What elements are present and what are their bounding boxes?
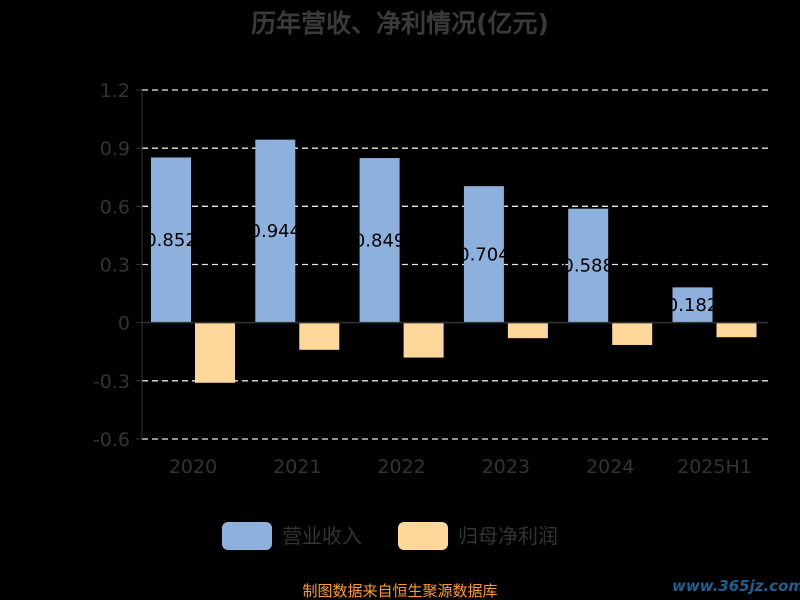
y-tick-label: -0.6 xyxy=(93,429,130,451)
legend-swatch-profit xyxy=(398,522,448,550)
data-label-revenue-2022: 0.849 xyxy=(354,230,406,251)
y-tick-label: 1.2 xyxy=(100,80,130,102)
bar-profit-2021[interactable] xyxy=(299,322,340,350)
x-tick-label: 2022 xyxy=(377,456,425,478)
x-tick-label: 2025H1 xyxy=(677,456,752,478)
x-tick-label: 2023 xyxy=(482,456,530,478)
data-label-revenue-2024: 0.588 xyxy=(562,256,614,277)
y-tick-label: 0 xyxy=(118,313,130,335)
data-label-revenue-2023: 0.704 xyxy=(458,244,510,265)
data-labels: 0.852 0.944 0.849 0.704 0.588 0.182 xyxy=(145,221,718,316)
legend-item-profit[interactable]: 归母净利润 xyxy=(398,522,558,550)
bar-profit-2022[interactable] xyxy=(403,322,444,358)
watermark: www.365jz.com xyxy=(672,577,800,595)
legend-label-profit: 归母净利润 xyxy=(458,524,558,548)
bar-profit-2023[interactable] xyxy=(507,322,548,339)
data-label-revenue-2021: 0.944 xyxy=(250,221,302,242)
y-tick-label: 0.3 xyxy=(100,255,130,277)
bar-revenue-2025H1[interactable] xyxy=(672,287,713,323)
chart-title: 历年营收、净利情况(亿元) xyxy=(251,9,549,38)
gridlines xyxy=(142,89,768,440)
bar-revenue-2022[interactable] xyxy=(359,158,400,323)
x-tick-label: 2024 xyxy=(586,456,634,478)
data-label-revenue-2025H1: 0.182 xyxy=(667,295,719,316)
bar-revenue-2024[interactable] xyxy=(568,208,609,323)
legend-item-revenue[interactable]: 营业收入 xyxy=(222,522,362,550)
bar-profit-2024[interactable] xyxy=(612,322,653,345)
legend-label-revenue: 营业收入 xyxy=(282,524,362,548)
data-label-revenue-2020: 0.852 xyxy=(145,230,197,251)
bar-profit-2025H1[interactable] xyxy=(716,322,757,338)
source-note: 制图数据来自恒生聚源数据库 xyxy=(302,582,497,600)
x-tick-label: 2021 xyxy=(273,456,321,478)
legend-swatch-revenue xyxy=(222,522,272,550)
bar-profit-2020[interactable] xyxy=(195,322,235,383)
y-tick-label: -0.3 xyxy=(93,371,130,393)
bar-revenue-2023[interactable] xyxy=(463,186,504,323)
y-tick-label: 0.9 xyxy=(100,138,130,160)
axes xyxy=(136,89,768,440)
y-tick-label: 0.6 xyxy=(100,196,130,218)
bar-revenue-2020[interactable] xyxy=(151,157,191,323)
x-tick-label: 2020 xyxy=(169,456,217,478)
x-axis-ticks: 2020 2021 2022 2023 2024 2025H1 xyxy=(169,456,752,478)
y-axis-ticks: 1.2 0.9 0.6 0.3 0 -0.3 -0.6 xyxy=(93,80,130,451)
bar-revenue-2021[interactable] xyxy=(255,139,296,323)
legend: 营业收入 归母净利润 xyxy=(222,522,558,550)
bars xyxy=(151,139,757,383)
